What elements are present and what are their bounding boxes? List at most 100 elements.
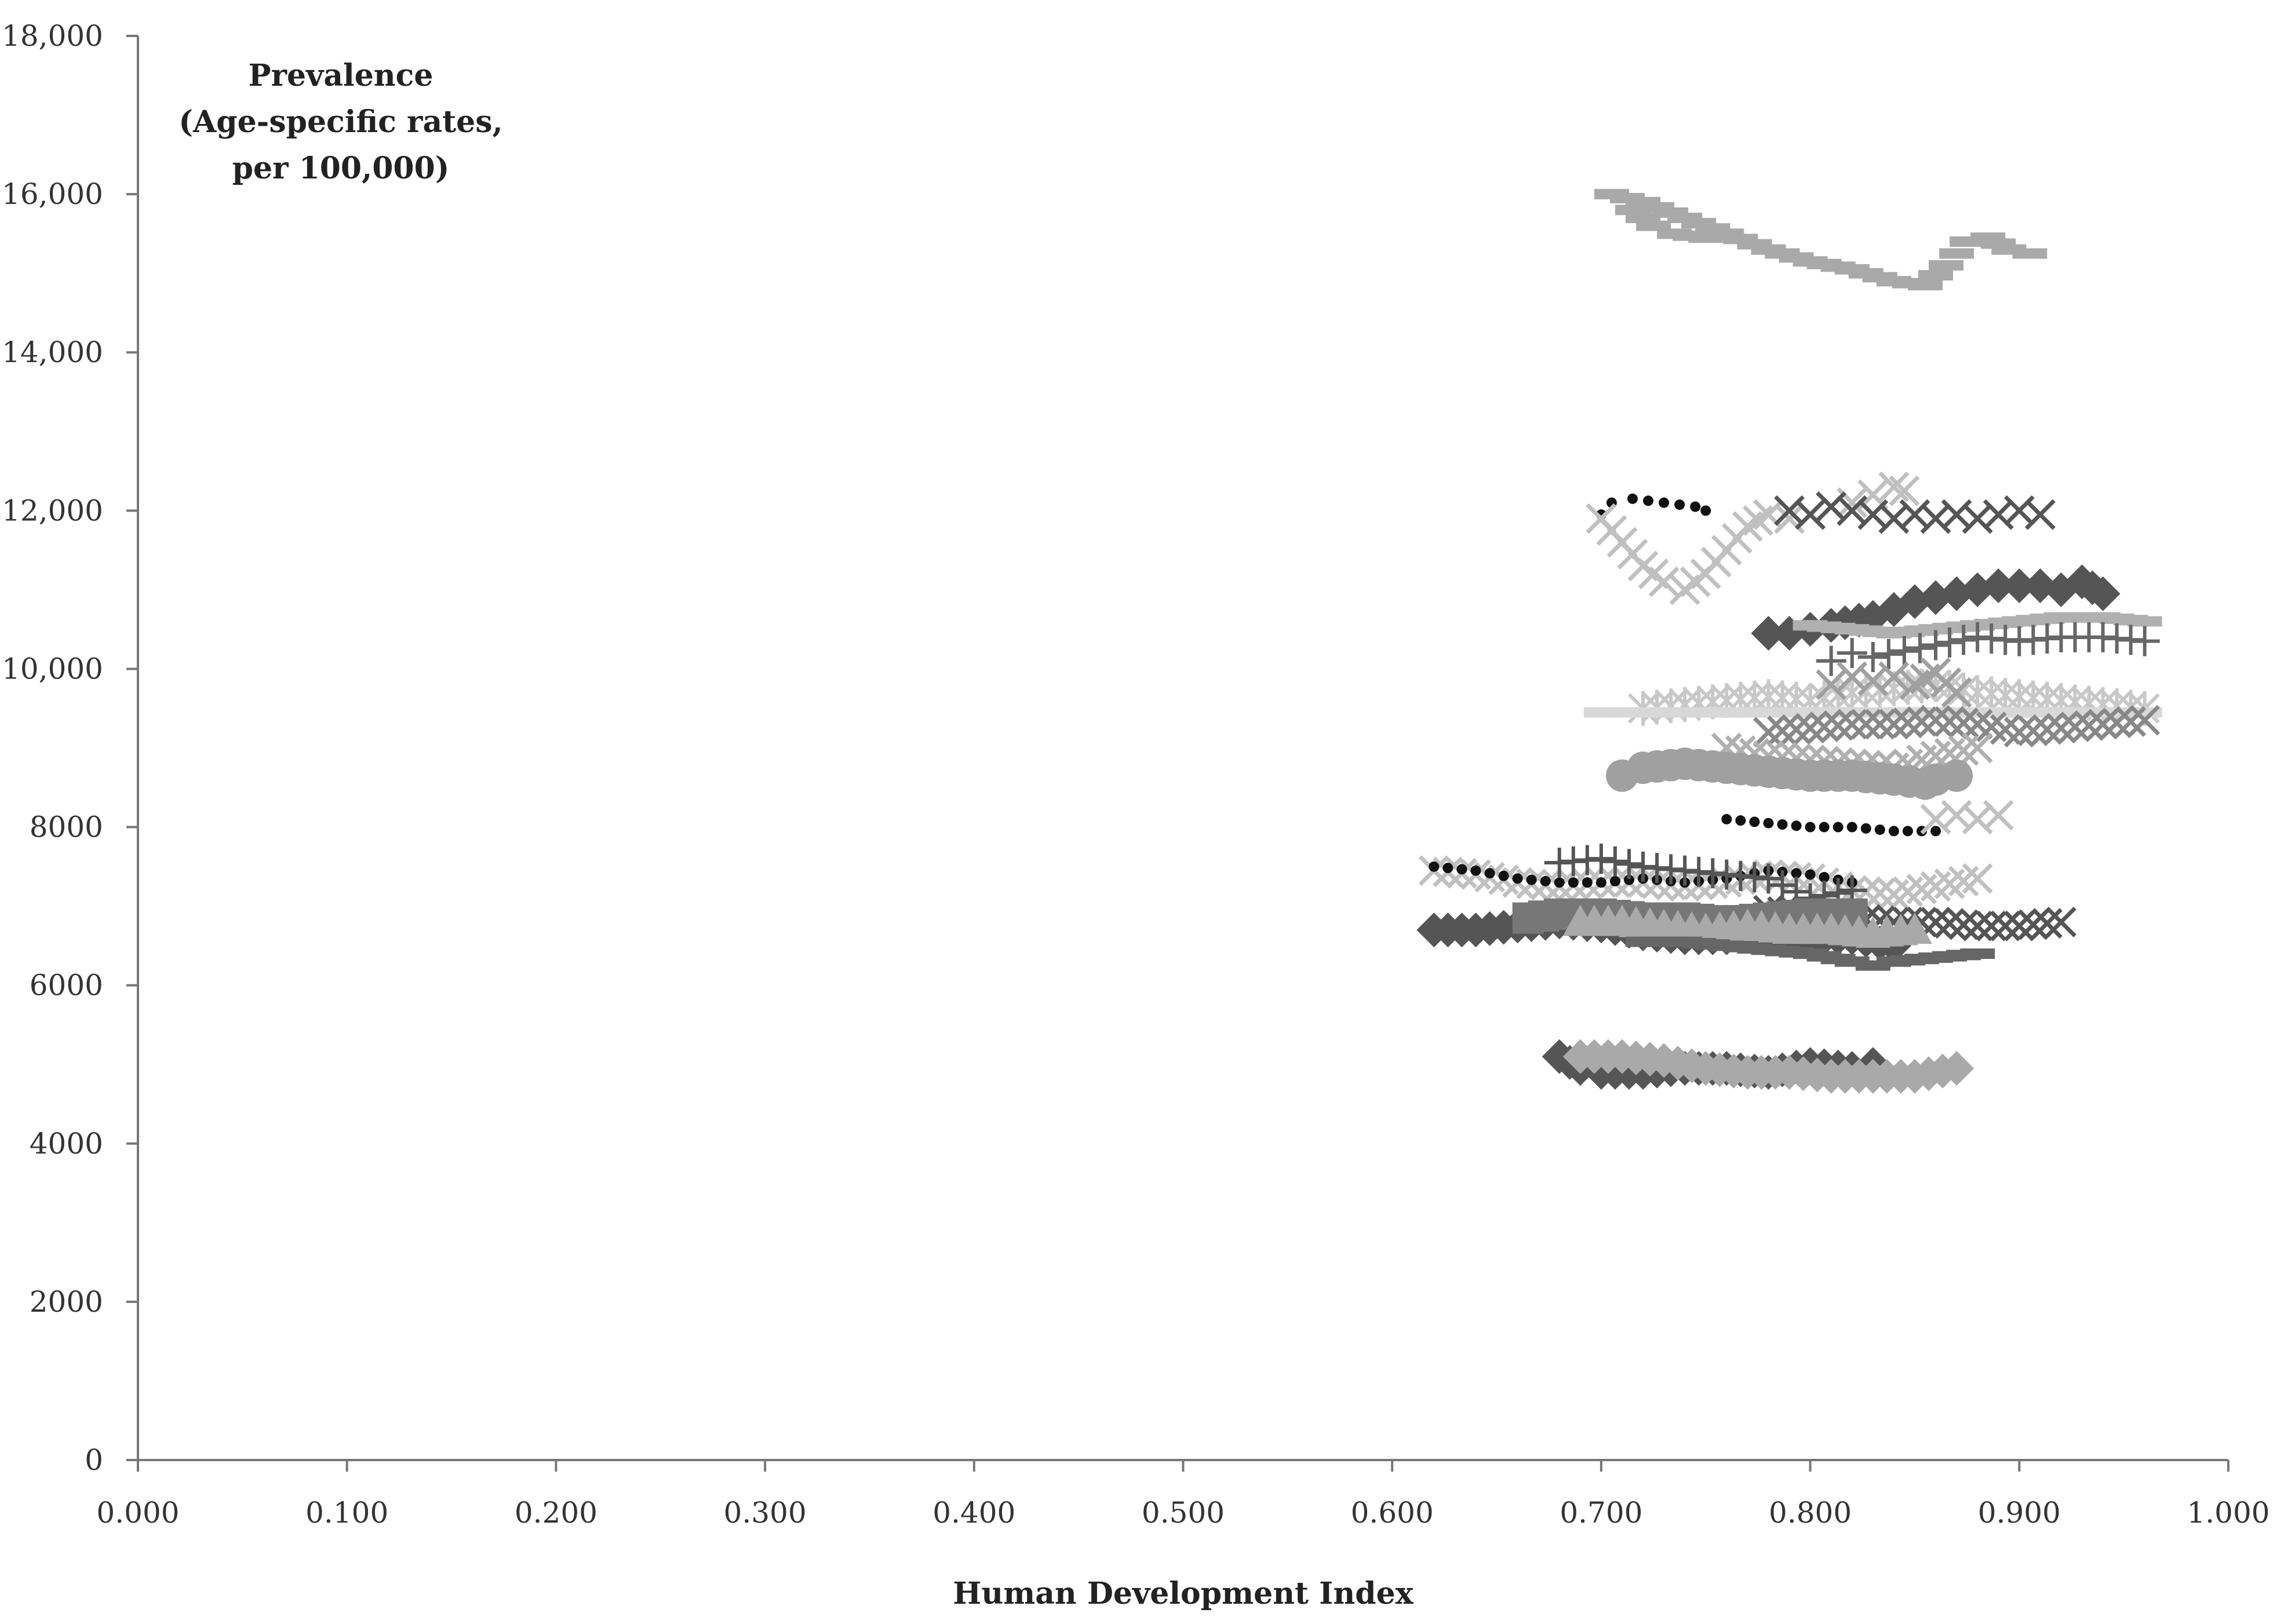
- data-point: [1940, 759, 1973, 792]
- series-26: [1562, 1039, 1974, 1094]
- data-point: [1623, 874, 1634, 885]
- data-point: [1470, 865, 1481, 876]
- data-point: [1990, 910, 2021, 941]
- x-tick-label: 0.400: [932, 1496, 1015, 1530]
- series-14: [1605, 747, 1973, 800]
- data-point: [1688, 232, 1724, 243]
- data-point: [1948, 909, 1979, 940]
- data-point: [2031, 714, 2063, 745]
- data-point: [2101, 707, 2133, 739]
- data-point: [1873, 638, 1904, 669]
- data-point: [1960, 948, 1995, 959]
- series-10: [1816, 657, 1972, 708]
- series-17: [1418, 855, 1993, 910]
- data-point: [1920, 705, 1951, 736]
- y-tick-label: 2000: [30, 1285, 103, 1319]
- data-point: [1816, 645, 1846, 676]
- x-tick-label: 0.800: [1769, 1496, 1852, 1530]
- data-point: [1753, 863, 1784, 894]
- x-tick-label: 0.700: [1560, 1496, 1642, 1530]
- data-point: [1888, 826, 1899, 837]
- data-point: [2012, 248, 2048, 259]
- data-point: [1934, 706, 1965, 737]
- data-point: [1805, 822, 1816, 833]
- series-19: [1544, 844, 1867, 914]
- data-point: [1659, 497, 1670, 508]
- data-point: [1934, 908, 1965, 939]
- y-tick-label: 14,000: [2, 335, 103, 369]
- data-point: [1791, 820, 1802, 831]
- data-point: [1892, 707, 1923, 739]
- data-point: [2087, 709, 2119, 740]
- data-point: [1763, 818, 1774, 829]
- data-point: [1918, 270, 1954, 281]
- data-point: [1484, 868, 1495, 879]
- data-point: [1832, 822, 1844, 833]
- data-point: [1554, 877, 1565, 888]
- y-tick-label: 4000: [30, 1127, 103, 1160]
- data-point: [1962, 863, 1993, 894]
- data-point: [1962, 732, 1993, 764]
- data-point: [1643, 495, 1654, 506]
- data-point: [2031, 908, 2063, 939]
- data-point: [1921, 630, 1951, 660]
- data-point: [1749, 816, 1760, 827]
- data-point: [1429, 861, 1440, 872]
- y-tick-label: 0: [85, 1443, 103, 1477]
- data-point: [1889, 636, 1919, 666]
- data-point: [1767, 870, 1798, 900]
- data-point: [1540, 875, 1551, 886]
- data-point: [1948, 707, 1979, 739]
- y-tick-label: 18,000: [2, 19, 103, 53]
- data-point: [2074, 710, 2105, 741]
- data-point: [1512, 873, 1523, 884]
- data-point: [1582, 877, 1593, 888]
- data-point: [1939, 1051, 1974, 1086]
- data-point: [2129, 705, 2161, 736]
- y-tick-label: 6000: [30, 969, 103, 1002]
- data-point: [2023, 568, 2058, 604]
- data-point: [1878, 709, 1910, 740]
- data-point: [1795, 713, 1826, 744]
- data-point: [1816, 669, 1847, 700]
- series-23: [1562, 904, 1932, 948]
- data-point: [1920, 906, 1951, 937]
- y-tick-label: 8000: [30, 811, 103, 844]
- data-point: [1857, 641, 1888, 672]
- prevalence-annotation: Prevalence (Age-specific rates, per 100,00…: [178, 58, 502, 186]
- data-point: [1850, 709, 1882, 740]
- data-point: [1864, 877, 1896, 908]
- data-point: [1674, 499, 1685, 510]
- data-point: [1819, 872, 1830, 883]
- x-axis-title: Human Development Index: [953, 1576, 1413, 1611]
- data-point: [1742, 505, 1773, 536]
- data-point: [2003, 717, 2035, 748]
- x-tick-label: 1.000: [2187, 1496, 2269, 1530]
- y-tick-label: 10,000: [2, 652, 103, 685]
- data-point: [1948, 625, 1979, 655]
- data-point: [2017, 715, 2049, 746]
- annotation-line: (Age-specific rates,: [178, 104, 502, 140]
- data-point: [1456, 864, 1467, 875]
- data-point: [1751, 615, 1786, 651]
- data-point: [1791, 868, 1802, 879]
- data-point: [2002, 568, 2037, 604]
- y-axis-ticks: 0 2000 4000 6000 8000 10,000 12,000 14,000 16,00…: [2, 19, 138, 1477]
- data-point: [1627, 493, 1638, 504]
- data-point: [1648, 566, 1679, 597]
- data-point: [1805, 869, 1816, 880]
- data-point: [2085, 576, 2121, 611]
- data-point: [2115, 706, 2147, 737]
- data-point: [1615, 205, 1651, 216]
- data-point: [1860, 823, 1871, 834]
- data-point: [1889, 475, 1920, 506]
- data-point: [1613, 849, 1644, 879]
- data-point: [2045, 713, 2076, 744]
- series-1: [1594, 189, 2048, 291]
- data-point: [1795, 499, 1826, 530]
- series-7: [1793, 612, 2162, 638]
- data-point: [2003, 910, 2035, 941]
- series-8: [1816, 622, 2160, 676]
- x-tick-label: 0.500: [1142, 1496, 1225, 1530]
- data-point: [1777, 819, 1788, 830]
